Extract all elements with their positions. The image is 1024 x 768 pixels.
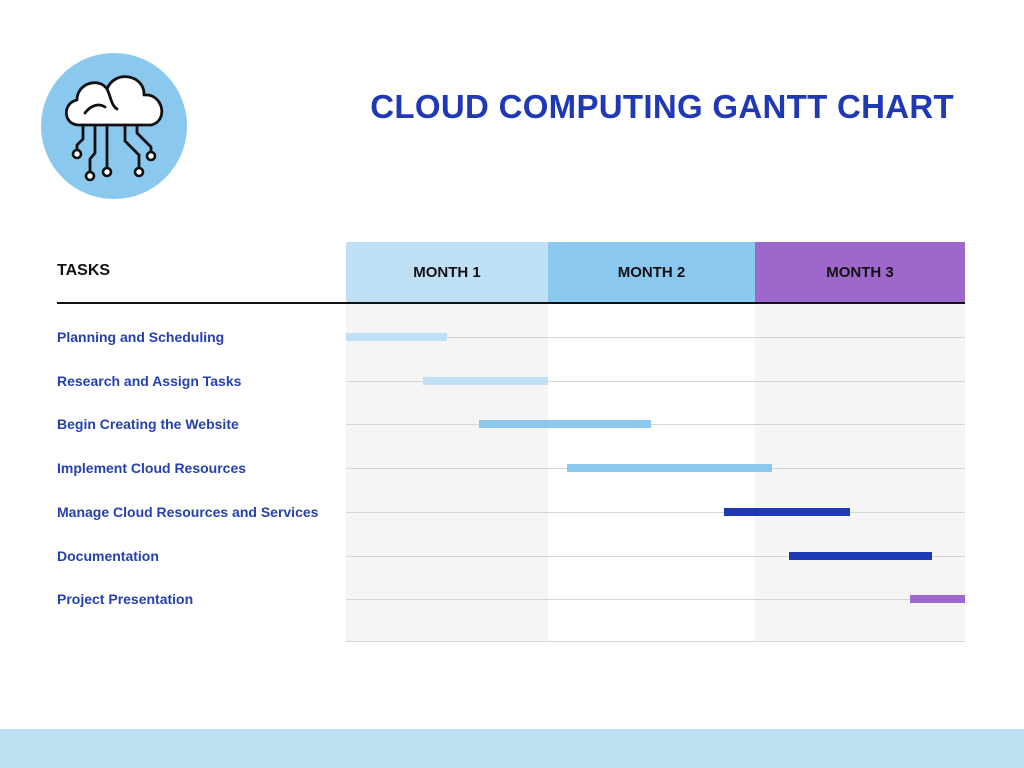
task-label: Implement Cloud Resources — [57, 460, 247, 476]
task-label: Documentation — [57, 548, 159, 564]
bottom-gridline — [346, 641, 965, 642]
task-bar — [567, 464, 772, 472]
task-bar — [346, 333, 447, 341]
row-gridline — [346, 599, 965, 600]
row-gridline — [346, 424, 965, 425]
task-bar — [724, 508, 850, 516]
month-header-1: MONTH 1 — [346, 242, 548, 302]
row-gridline — [346, 337, 965, 338]
month-column-3 — [755, 304, 965, 641]
footer-band — [0, 729, 1024, 768]
row-gridline — [346, 381, 965, 382]
task-label: Manage Cloud Resources and Services — [57, 504, 319, 520]
task-bar — [910, 595, 965, 603]
row-gridline — [346, 512, 965, 513]
task-bar — [423, 377, 548, 385]
task-label: Project Presentation — [57, 591, 194, 607]
chart-title: CLOUD COMPUTING GANTT CHART — [370, 88, 954, 125]
tasks-column-header: TASKS — [57, 262, 111, 279]
month-header-3: MONTH 3 — [755, 242, 965, 302]
task-bar — [789, 552, 932, 560]
cloud-circuit-icon — [64, 75, 164, 182]
task-bar — [479, 420, 651, 428]
header-divider — [57, 302, 965, 304]
task-label: Research and Assign Tasks — [57, 373, 242, 389]
logo — [41, 53, 187, 199]
task-label: Begin Creating the Website — [57, 416, 239, 432]
task-label: Planning and Scheduling — [57, 329, 225, 345]
month-header-2: MONTH 2 — [548, 242, 755, 302]
row-gridline — [346, 556, 965, 557]
month-column-2 — [548, 304, 755, 641]
month-column-1 — [346, 304, 548, 641]
